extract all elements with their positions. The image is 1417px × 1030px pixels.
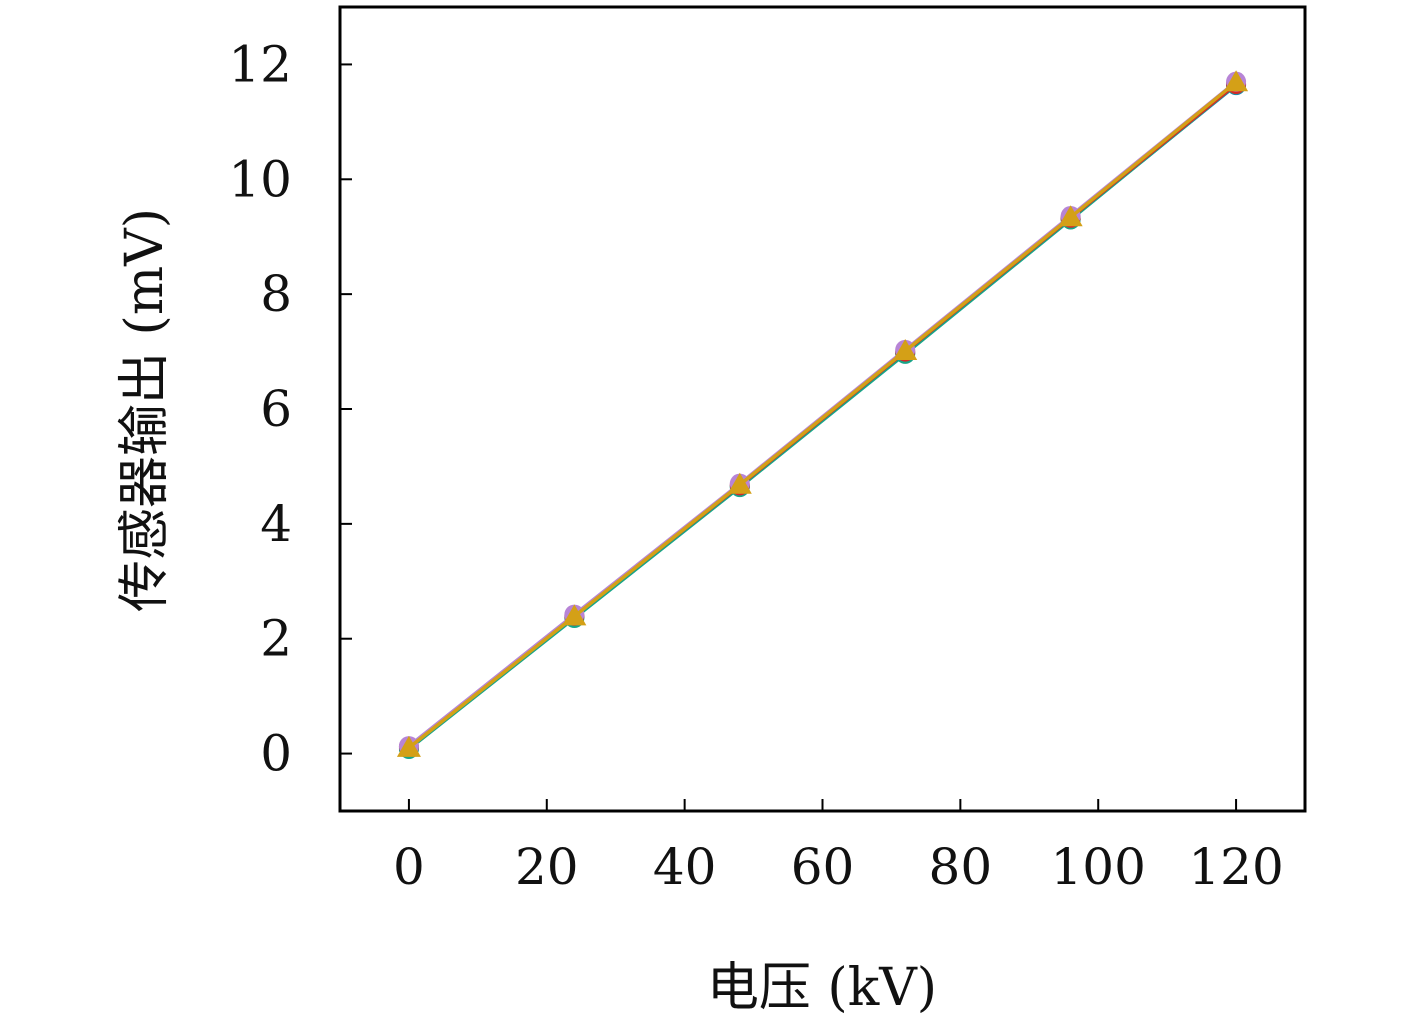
data-point [727,472,752,494]
x-tick-label: 60 [791,838,855,896]
x-axis-title: 电压 (kV) [707,958,937,1018]
data-point [1224,70,1249,92]
x-tick-label: 100 [1050,838,1145,896]
y-tick-label: 0 [260,725,292,783]
data-point [893,338,918,360]
y-tick-label: 8 [260,265,292,323]
data-point [1058,205,1083,227]
series-line [407,80,1238,750]
y-tick-label: 4 [260,495,292,553]
y-axis-ticks: 0 2 4 6 8 10 12 [228,35,352,783]
series-4 [396,70,1249,757]
x-tick-label: 40 [653,838,717,896]
x-tick-label: 0 [393,838,425,896]
data-point [396,735,421,757]
y-tick-label: 10 [228,150,292,208]
x-axis-ticks: 0 20 40 60 80 100 120 [393,799,1284,896]
data-point [562,604,587,626]
y-tick-label: 2 [260,610,292,668]
x-tick-label: 80 [929,838,993,896]
x-tick-label: 120 [1188,838,1283,896]
y-axis-title: 传感器输出 (mV) [115,208,175,612]
y-tick-label: 12 [228,35,292,93]
x-tick-label: 20 [515,838,579,896]
series-layer [396,70,1249,759]
y-tick-label: 6 [260,380,292,438]
